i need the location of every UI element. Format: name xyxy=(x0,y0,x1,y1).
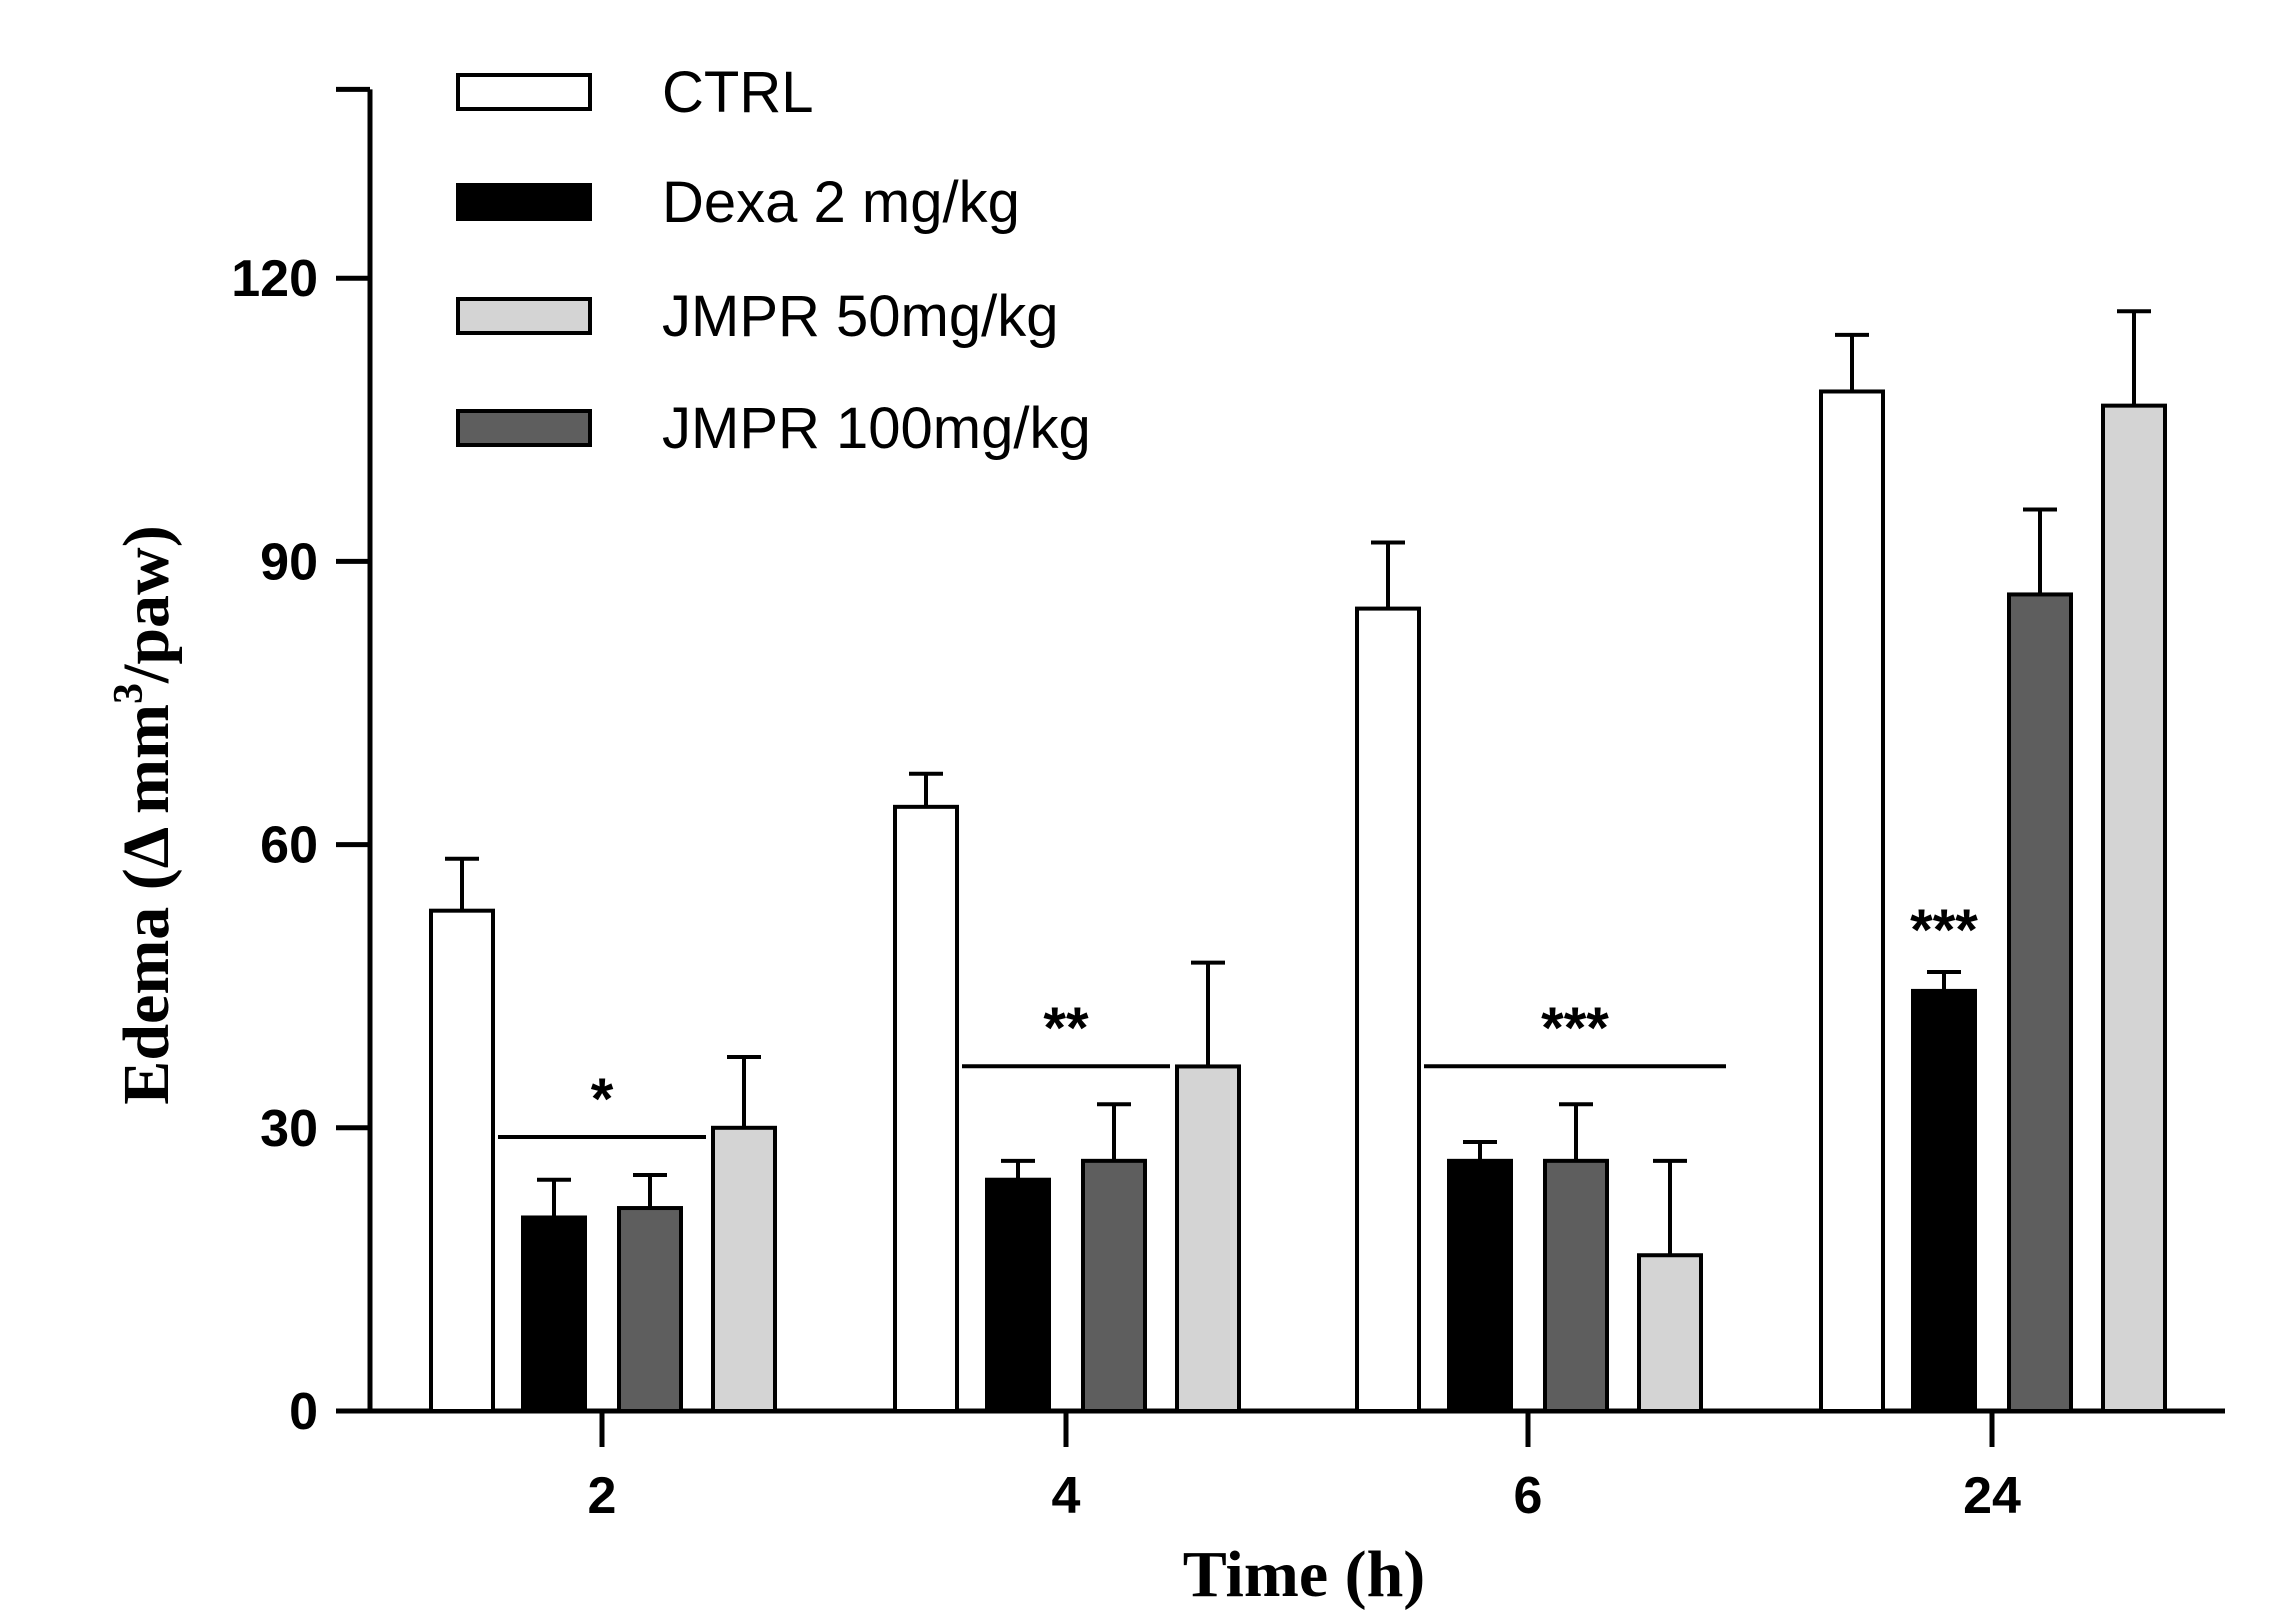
y-tick-label: 30 xyxy=(260,1100,318,1158)
bar xyxy=(1447,1158,1513,1413)
legend-label: JMPR 100mg/kg xyxy=(662,396,1091,461)
bar xyxy=(1543,1158,1609,1413)
bar xyxy=(711,1125,777,1414)
legend-label: JMPR 50mg/kg xyxy=(662,284,1058,349)
bar xyxy=(1637,1253,1703,1413)
significance-label: *** xyxy=(1910,898,1978,963)
legend: CTRL Dexa 2 mg/kg JMPR 50mg/kg JMPR 100mg/k… xyxy=(456,60,1091,461)
legend-label: Dexa 2 mg/kg xyxy=(662,170,1020,235)
bar xyxy=(521,1215,587,1413)
bar xyxy=(1175,1064,1241,1413)
x-axis-title: Time (h) xyxy=(1183,1538,1426,1611)
legend-swatch xyxy=(456,183,592,221)
x-tick-label: 24 xyxy=(1963,1467,2021,1525)
bar xyxy=(429,908,495,1413)
legend-swatch xyxy=(456,297,592,335)
bar xyxy=(1081,1158,1147,1413)
bar xyxy=(2101,403,2167,1413)
significance-label: * xyxy=(591,1067,614,1132)
bar xyxy=(1355,606,1421,1413)
y-axis-title-superscript: 3 xyxy=(106,683,152,704)
bars-layer xyxy=(429,309,2167,1414)
y-tick-label: 120 xyxy=(231,250,318,308)
x-tick-label: 4 xyxy=(1052,1467,1081,1525)
annotations-layer: *** ****** xyxy=(498,898,1978,1139)
bar xyxy=(617,1206,683,1414)
y-tick-label: 90 xyxy=(260,533,318,591)
x-tick-label: 2 xyxy=(588,1467,617,1525)
bar xyxy=(1819,389,1885,1414)
x-tick-label: 6 xyxy=(1514,1467,1543,1525)
legend-swatch xyxy=(456,409,592,447)
legend-swatch xyxy=(456,73,592,111)
bar xyxy=(1911,988,1977,1413)
y-tick-label: 0 xyxy=(289,1383,318,1441)
bar xyxy=(985,1177,1051,1413)
bar xyxy=(893,804,959,1413)
significance-label: *** xyxy=(1541,996,1609,1061)
y-axis-title-main: Edema (Δ mm xyxy=(110,704,183,1105)
significance-label: ** xyxy=(1043,996,1089,1061)
y-axis-title: Edema (Δ mm3/paw) xyxy=(106,525,183,1104)
y-axis-title-tail: /paw) xyxy=(110,525,183,684)
bar xyxy=(2007,592,2073,1413)
y-tick-label: 60 xyxy=(260,817,318,875)
legend-label: CTRL xyxy=(662,60,813,125)
